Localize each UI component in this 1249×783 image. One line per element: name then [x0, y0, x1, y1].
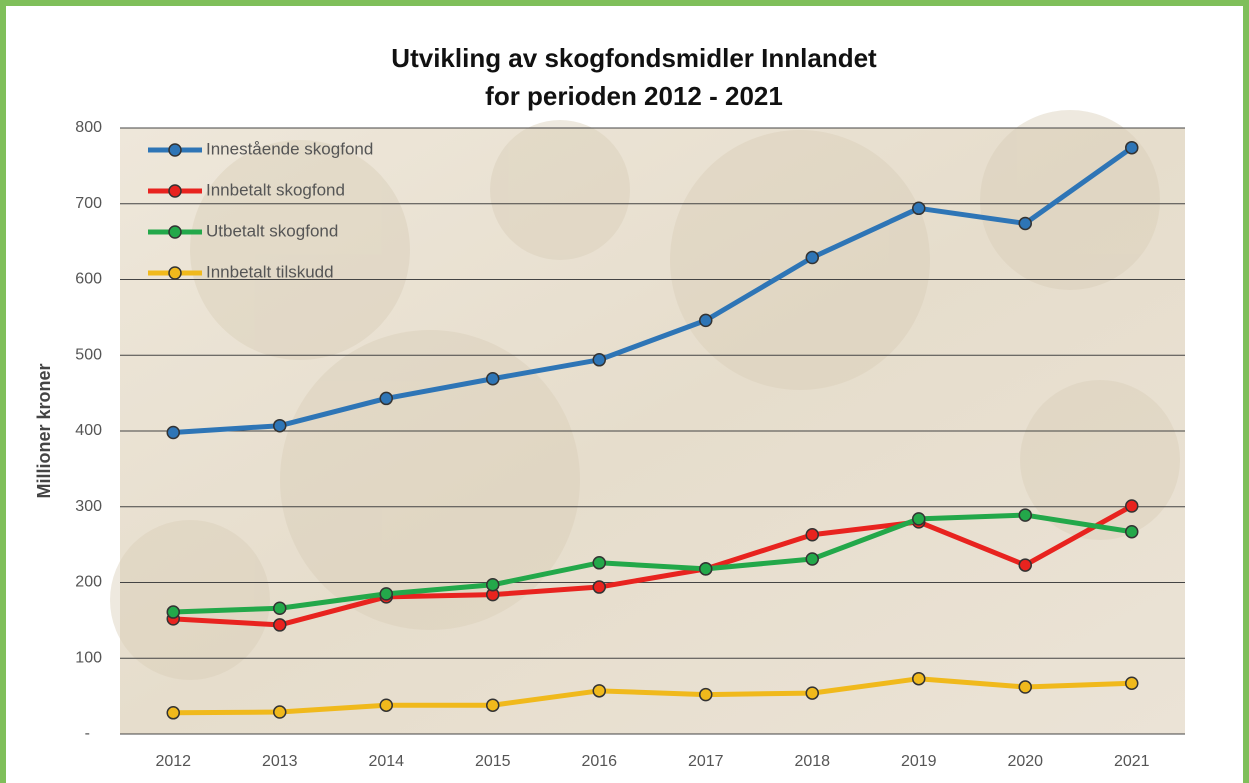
x-tick-label: 2018	[794, 753, 830, 770]
series-line	[173, 512, 1133, 615]
y-axis-label: Millioner kroner	[34, 363, 54, 498]
data-point	[166, 706, 180, 720]
data-point	[805, 686, 819, 700]
y-tick-label: 300	[75, 498, 102, 515]
data-point	[273, 618, 287, 632]
legend-marker	[168, 225, 182, 239]
data-point	[273, 705, 287, 719]
data-point	[805, 528, 819, 542]
data-point	[1125, 499, 1139, 513]
data-point	[699, 687, 713, 702]
data-point	[912, 512, 926, 526]
chart-subtitle: for perioden 2012 - 2021	[485, 81, 783, 111]
y-tick-label: 100	[75, 649, 102, 666]
y-tick-label: -	[85, 725, 90, 742]
data-point	[379, 698, 393, 712]
x-tick-label: 2019	[901, 753, 937, 770]
legend-marker	[168, 184, 182, 198]
series-line	[173, 145, 1134, 436]
series-line	[173, 503, 1133, 628]
x-tick-label: 2017	[688, 753, 724, 770]
legend-marker	[168, 143, 182, 157]
data-point	[1125, 524, 1139, 539]
y-tick-label: 400	[75, 422, 102, 439]
data-point	[912, 201, 926, 216]
data-point	[1018, 508, 1032, 522]
x-tick-label: 2015	[475, 753, 511, 770]
data-point	[699, 313, 713, 328]
data-point	[166, 425, 180, 440]
x-tick-label: 2020	[1007, 753, 1043, 770]
legend-label: Innbetalt skogfond	[206, 180, 345, 199]
legend-marker	[168, 266, 182, 280]
data-point	[1125, 140, 1139, 155]
y-tick-label: 600	[75, 271, 102, 288]
data-point	[379, 587, 393, 601]
y-tick-label: 800	[75, 119, 102, 136]
legend-label: Utbetalt skogfond	[206, 221, 338, 240]
data-point	[912, 671, 926, 686]
data-point	[273, 601, 287, 616]
x-tick-label: 2012	[155, 753, 191, 770]
data-point	[1018, 216, 1032, 231]
data-point	[486, 371, 500, 386]
data-point	[592, 580, 606, 594]
legend-label: Innbetalt tilskudd	[206, 262, 334, 281]
data-point	[486, 578, 500, 592]
data-point	[379, 391, 393, 406]
x-tick-label: 2013	[262, 753, 298, 770]
y-tick-label: 200	[75, 574, 102, 591]
data-point	[1018, 558, 1032, 572]
data-point	[1125, 676, 1139, 690]
data-point	[699, 562, 713, 576]
y-tick-label: 500	[75, 346, 102, 363]
data-point	[273, 418, 287, 433]
data-point	[486, 698, 500, 712]
data-point	[805, 552, 819, 566]
series-line	[173, 676, 1132, 716]
x-tick-label: 2016	[581, 753, 617, 770]
x-tick-label: 2014	[368, 753, 404, 770]
data-point	[592, 556, 606, 570]
data-point	[1018, 680, 1032, 694]
data-point	[166, 605, 180, 619]
legend-label: Innestående skogfond	[206, 139, 373, 158]
chart-title: Utvikling av skogfondsmidler Innlandet	[391, 43, 877, 73]
y-tick-label: 700	[75, 195, 102, 212]
data-point	[805, 250, 819, 265]
x-tick-label: 2021	[1114, 753, 1150, 770]
data-point	[592, 353, 606, 367]
data-point	[592, 684, 606, 698]
